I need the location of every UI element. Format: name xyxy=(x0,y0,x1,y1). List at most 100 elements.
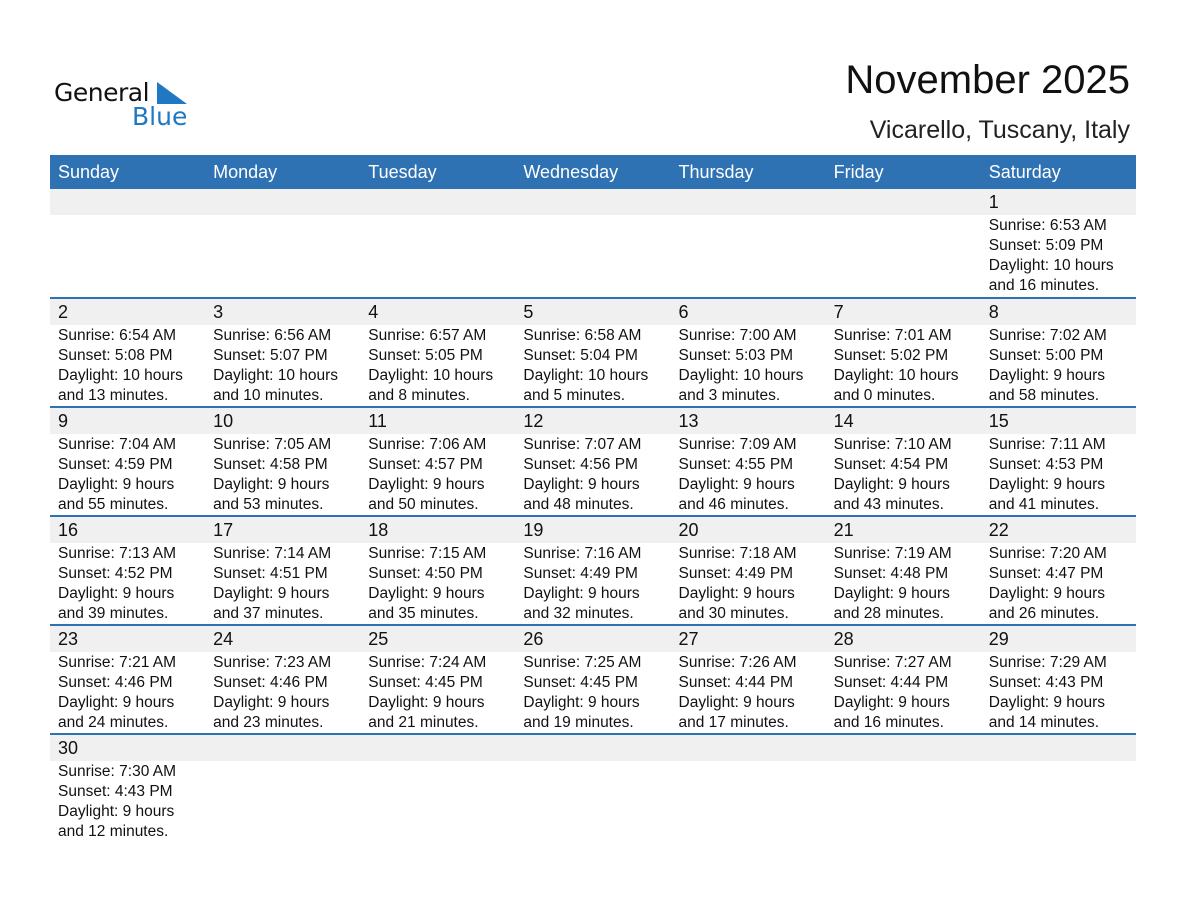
daylight-text: Daylight: 9 hours xyxy=(368,585,485,602)
minutes-text: and 26 minutes. xyxy=(988,605,1100,622)
day-cell: 24 Sunrise: 7:23 AM Sunset: 4:46 PM Dayligh… xyxy=(205,626,361,733)
day-number: 7 xyxy=(825,299,981,325)
minutes-text: and 19 minutes. xyxy=(523,714,634,731)
day-cell: 10 Sunrise: 7:05 AM Sunset: 4:58 PM Dayligh… xyxy=(205,408,361,515)
day-cell: 18 Sunrise: 7:15 AM Sunset: 4:50 PM Dayligh… xyxy=(360,517,516,624)
minutes-text: and 12 minutes. xyxy=(58,823,169,840)
sun-info: Sunrise: 7:14 AM Sunset: 4:51 PM Daylight:… xyxy=(205,543,360,624)
day-cell: 28 Sunrise: 7:27 AM Sunset: 4:44 PM Dayligh… xyxy=(825,626,981,733)
day-number xyxy=(360,735,516,761)
sun-info: Sunrise: 6:56 AM Sunset: 5:07 PM Daylight:… xyxy=(205,325,360,406)
day-number: 15 xyxy=(980,408,1136,434)
sunrise-text: Sunrise: 7:01 AM xyxy=(833,327,952,344)
day-number xyxy=(205,735,361,761)
daylight-text: Daylight: 9 hours xyxy=(988,585,1106,602)
sun-info: Sunrise: 7:25 AM Sunset: 4:45 PM Daylight:… xyxy=(515,652,670,733)
logo-text-blue: Blue xyxy=(132,102,188,131)
daylight-text: Daylight: 9 hours xyxy=(368,694,485,711)
sun-info: Sunrise: 7:15 AM Sunset: 4:50 PM Daylight:… xyxy=(360,543,515,624)
daylight-text: Daylight: 9 hours xyxy=(213,694,330,711)
daylight-text: Daylight: 10 hours xyxy=(678,367,804,384)
day-cell: 5 Sunrise: 6:58 AM Sunset: 5:04 PM Daylight… xyxy=(515,299,671,406)
day-number: 28 xyxy=(825,626,981,652)
minutes-text: and 48 minutes. xyxy=(523,496,634,513)
day-number: 22 xyxy=(980,517,1136,543)
day-cell: 6 Sunrise: 7:00 AM Sunset: 5:03 PM Daylight… xyxy=(670,299,826,406)
week-row: 23 Sunrise: 7:21 AM Sunset: 4:46 PM Dayligh… xyxy=(50,624,1136,733)
sun-info: Sunrise: 6:53 AM Sunset: 5:09 PM Daylight:… xyxy=(981,215,1136,296)
sunrise-text: Sunrise: 7:00 AM xyxy=(678,327,797,344)
day-cell: 17 Sunrise: 7:14 AM Sunset: 4:51 PM Dayligh… xyxy=(205,517,361,624)
sunrise-text: Sunrise: 6:56 AM xyxy=(213,327,332,344)
sun-info: Sunrise: 6:58 AM Sunset: 5:04 PM Daylight:… xyxy=(515,325,670,406)
minutes-text: and 46 minutes. xyxy=(678,496,789,513)
sunset-text: Sunset: 4:45 PM xyxy=(523,674,638,691)
sunset-text: Sunset: 4:49 PM xyxy=(678,565,794,582)
empty-cell xyxy=(980,735,1136,842)
sun-info: Sunrise: 7:24 AM Sunset: 4:45 PM Daylight:… xyxy=(360,652,515,733)
empty-cell xyxy=(50,189,206,297)
sun-info: Sunrise: 7:02 AM Sunset: 5:00 PM Daylight:… xyxy=(981,325,1136,406)
sun-info: Sunrise: 7:20 AM Sunset: 4:47 PM Daylight:… xyxy=(981,543,1136,624)
sun-info: Sunrise: 7:23 AM Sunset: 4:46 PM Daylight:… xyxy=(205,652,360,733)
daylight-text: Daylight: 9 hours xyxy=(523,585,640,602)
day-number: 11 xyxy=(360,408,516,434)
empty-cell xyxy=(205,735,361,842)
sunrise-text: Sunrise: 7:04 AM xyxy=(58,436,177,453)
day-cell: 30 Sunrise: 7:30 AM Sunset: 4:43 PM Dayligh… xyxy=(50,735,206,842)
sun-info: Sunrise: 7:11 AM Sunset: 4:53 PM Daylight:… xyxy=(981,434,1136,515)
minutes-text: and 35 minutes. xyxy=(368,605,479,622)
day-number: 26 xyxy=(515,626,671,652)
sun-info: Sunrise: 6:57 AM Sunset: 5:05 PM Daylight:… xyxy=(360,325,515,406)
day-cell: 22 Sunrise: 7:20 AM Sunset: 4:47 PM Dayligh… xyxy=(980,517,1136,624)
sunrise-text: Sunrise: 7:07 AM xyxy=(523,436,642,453)
day-number: 27 xyxy=(670,626,826,652)
day-cell: 27 Sunrise: 7:26 AM Sunset: 4:44 PM Dayligh… xyxy=(670,626,826,733)
minutes-text: and 14 minutes. xyxy=(988,714,1100,731)
sun-info: Sunrise: 7:21 AM Sunset: 4:46 PM Daylight:… xyxy=(50,652,205,733)
day-cell: 3 Sunrise: 6:56 AM Sunset: 5:07 PM Daylight… xyxy=(205,299,361,406)
sunset-text: Sunset: 4:46 PM xyxy=(58,674,173,691)
sun-info: Sunrise: 7:06 AM Sunset: 4:57 PM Daylight:… xyxy=(360,434,515,515)
daylight-text: Daylight: 10 hours xyxy=(833,367,959,384)
empty-cell xyxy=(515,189,671,297)
week-row: 9 Sunrise: 7:04 AM Sunset: 4:59 PM Daylight… xyxy=(50,406,1136,515)
daylight-text: Daylight: 9 hours xyxy=(523,694,640,711)
day-number: 18 xyxy=(360,517,516,543)
sunrise-text: Sunrise: 7:05 AM xyxy=(213,436,332,453)
sun-info: Sunrise: 7:19 AM Sunset: 4:48 PM Daylight:… xyxy=(826,543,981,624)
minutes-text: and 23 minutes. xyxy=(213,714,324,731)
day-number xyxy=(50,189,206,215)
week-row: 1 Sunrise: 6:53 AM Sunset: 5:09 PM Daylight… xyxy=(50,189,1136,297)
sunrise-text: Sunrise: 6:58 AM xyxy=(523,327,642,344)
sunrise-text: Sunrise: 7:29 AM xyxy=(988,654,1107,671)
daylight-text: Daylight: 9 hours xyxy=(523,476,640,493)
sunrise-text: Sunrise: 7:10 AM xyxy=(833,436,952,453)
day-cell: 8 Sunrise: 7:02 AM Sunset: 5:00 PM Daylight… xyxy=(980,299,1136,406)
sunset-text: Sunset: 4:43 PM xyxy=(58,783,173,800)
day-number xyxy=(670,189,826,215)
day-number: 3 xyxy=(205,299,361,325)
sunrise-text: Sunrise: 7:14 AM xyxy=(213,545,332,562)
minutes-text: and 58 minutes. xyxy=(988,387,1100,404)
sunset-text: Sunset: 4:55 PM xyxy=(678,456,794,473)
sunset-text: Sunset: 4:56 PM xyxy=(523,456,638,473)
weekday-sunday: Sunday xyxy=(58,162,120,182)
sunset-text: Sunset: 4:51 PM xyxy=(213,565,328,582)
day-number: 5 xyxy=(515,299,671,325)
week-row: 2 Sunrise: 6:54 AM Sunset: 5:08 PM Daylight… xyxy=(50,297,1136,406)
minutes-text: and 16 minutes. xyxy=(988,277,1100,294)
day-cell: 1 Sunrise: 6:53 AM Sunset: 5:09 PM Daylight… xyxy=(980,189,1136,297)
day-cell: 21 Sunrise: 7:19 AM Sunset: 4:48 PM Dayligh… xyxy=(825,517,981,624)
day-number xyxy=(205,189,361,215)
day-number: 9 xyxy=(50,408,206,434)
sunset-text: Sunset: 4:49 PM xyxy=(523,565,638,582)
minutes-text: and 28 minutes. xyxy=(833,605,944,622)
empty-cell xyxy=(360,189,516,297)
sunrise-text: Sunrise: 7:19 AM xyxy=(833,545,952,562)
sunset-text: Sunset: 4:57 PM xyxy=(368,456,483,473)
day-cell: 20 Sunrise: 7:18 AM Sunset: 4:49 PM Dayligh… xyxy=(670,517,826,624)
daylight-text: Daylight: 9 hours xyxy=(58,476,175,493)
day-number xyxy=(825,189,981,215)
